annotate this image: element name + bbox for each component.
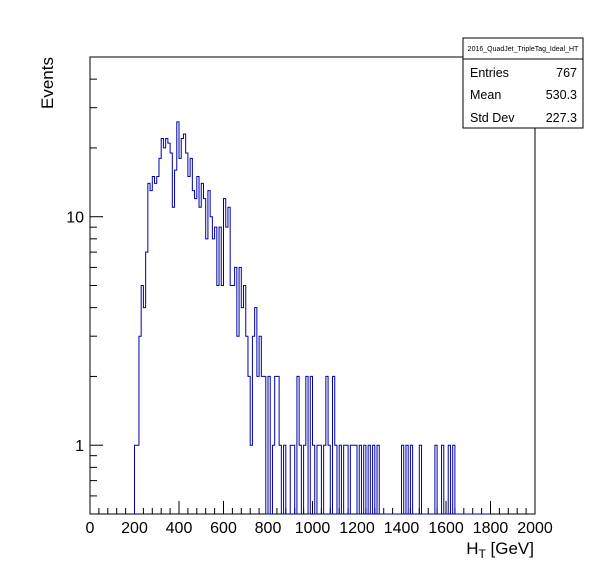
x-tick-label: 1000 [295, 520, 331, 537]
y-tick-label: 10 [66, 210, 84, 227]
stats-box: 2016_QuadJet_TripleTag_Ideal_HT Entries … [462, 37, 584, 129]
x-tick-label: 1600 [428, 520, 464, 537]
y-axis-title: Events [38, 57, 57, 109]
stats-box-border [462, 37, 584, 129]
x-tick-label: 2000 [517, 520, 553, 537]
x-tick-label: 1800 [473, 520, 509, 537]
stats-entries-label: Entries [470, 66, 509, 80]
axis-tick-labels: 0 200 400 600 800 1000 1200 1400 1600 1800 2000 1 10 [66, 210, 553, 537]
stats-stddev-value: 227.3 [546, 111, 577, 125]
stats-mean-label: Mean [470, 88, 501, 102]
x-axis-title-sub: T [478, 547, 486, 561]
x-tick-label: 400 [166, 520, 193, 537]
stats-box-title: 2016_QuadJet_TripleTag_Ideal_HT [468, 46, 579, 53]
x-axis-title-unit: [GeV] [486, 539, 534, 558]
stats-mean-value: 530.3 [546, 88, 577, 102]
x-tick-label: 1400 [384, 520, 420, 537]
stats-stddev-label: Std Dev [470, 111, 515, 125]
x-tick-label: 600 [210, 520, 237, 537]
x-axis-title: HT [GeV] [466, 539, 534, 561]
x-tick-label: 1200 [339, 520, 375, 537]
x-tick-label: 0 [86, 520, 95, 537]
x-tick-label: 200 [121, 520, 148, 537]
x-tick-label: 800 [255, 520, 282, 537]
histogram-line [134, 121, 491, 515]
y-tick-label: 1 [75, 438, 84, 455]
stats-entries-value: 767 [556, 66, 577, 80]
